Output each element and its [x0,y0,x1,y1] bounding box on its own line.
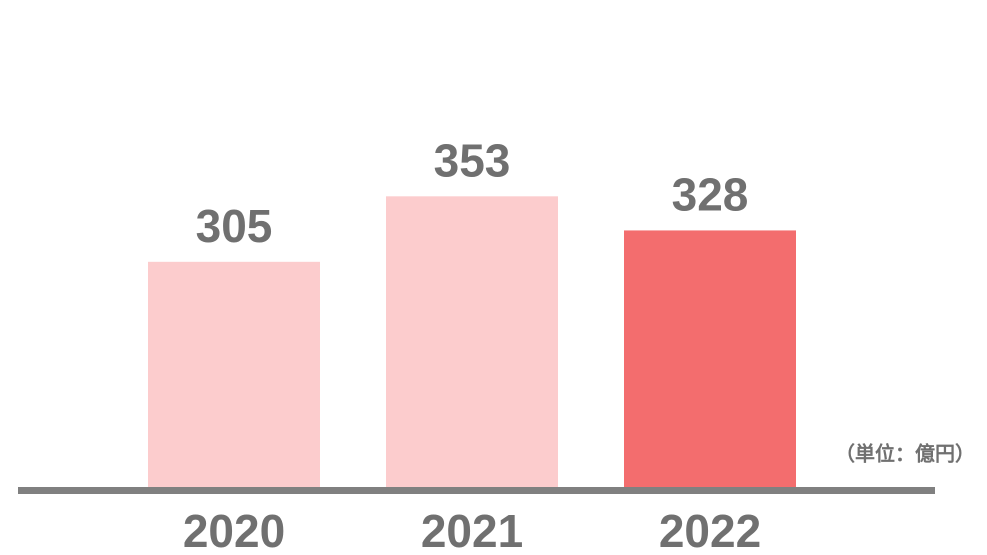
value-label: 328 [672,169,749,221]
value-label: 305 [196,200,273,252]
x-tick-label: 2020 [183,505,285,555]
x-tick-label: 2022 [659,505,761,555]
bar [386,196,558,488]
bar [624,230,796,487]
bar [148,261,320,487]
value-label: 353 [434,134,511,186]
baseline [18,487,935,494]
x-tick-label: 2021 [421,505,523,555]
unit-label: （単位：億円） [835,441,975,465]
